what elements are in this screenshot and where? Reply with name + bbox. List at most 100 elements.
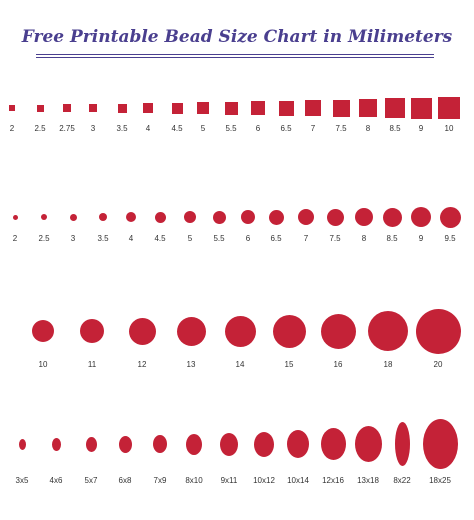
- title-underline-line: [36, 57, 434, 58]
- bead-size-label: 2: [9, 124, 15, 133]
- oval-bead: [287, 430, 309, 458]
- oval-bead: [153, 435, 167, 453]
- square-bead: [385, 98, 405, 118]
- square-bead: [197, 102, 209, 114]
- bead-size-label: 3.5: [116, 124, 128, 133]
- oval-bead: [220, 432, 238, 456]
- round-bead: [355, 208, 373, 226]
- bead-size-label: 15: [284, 360, 294, 369]
- round-bead: [69, 213, 77, 221]
- round-bead: [212, 210, 226, 224]
- bead-size-label: 10: [444, 124, 454, 133]
- bead-size-label: 3.5: [97, 234, 109, 243]
- round-bead: [184, 211, 196, 223]
- oval-bead: [18, 438, 26, 450]
- bead-size-label: 8.5: [386, 234, 398, 243]
- bead-size-label: 18: [383, 360, 393, 369]
- round-bead: [268, 209, 284, 225]
- bead-size-label: 8: [365, 124, 371, 133]
- round-bead: [41, 214, 47, 220]
- square-bead: [332, 99, 350, 117]
- bead-size-label: 2.5: [38, 234, 50, 243]
- bead-size-label: 12: [137, 360, 147, 369]
- bead-size-label: 5: [187, 234, 193, 243]
- round-bead: [411, 207, 431, 227]
- chart-title: Free Printable Bead Size Chart in Milime…: [21, 27, 453, 47]
- bead-size-label: 7.5: [329, 234, 341, 243]
- bead-size-label: 14: [235, 360, 245, 369]
- round-bead: [176, 316, 206, 346]
- bead-size-label: 4: [145, 124, 151, 133]
- bead-size-label: 8: [361, 234, 367, 243]
- title-underline-line: [36, 54, 434, 55]
- round-bead: [32, 320, 54, 342]
- square-bead: [171, 102, 183, 114]
- bead-size-label: 13x18: [357, 476, 379, 485]
- bead-size-label: 4: [128, 234, 134, 243]
- bead-size-label: 9: [418, 124, 424, 133]
- bead-size-label: 6.5: [270, 234, 282, 243]
- square-bead: [36, 104, 44, 112]
- bead-size-label: 7x9: [153, 476, 167, 485]
- square-bead: [251, 101, 265, 115]
- bead-size-label: 3: [70, 234, 76, 243]
- round-bead: [80, 319, 104, 343]
- bead-size-label: 10: [38, 360, 48, 369]
- oval-bead: [51, 437, 61, 451]
- bead-size-label: 6.5: [280, 124, 292, 133]
- square-bead: [9, 105, 15, 111]
- oval-bead: [394, 422, 410, 466]
- bead-size-label: 10x12: [253, 476, 275, 485]
- bead-size-label: 6x8: [118, 476, 132, 485]
- bead-size-label: 2.5: [34, 124, 46, 133]
- bead-size-label: 3: [90, 124, 96, 133]
- bead-size-label: 11: [87, 360, 97, 369]
- round-bead: [99, 213, 107, 221]
- oval-bead: [85, 436, 97, 452]
- title-underline: [36, 54, 434, 58]
- square-bead: [438, 97, 460, 119]
- oval-bead: [118, 435, 132, 453]
- bead-size-label: 9: [418, 234, 424, 243]
- square-bead: [278, 100, 294, 116]
- bead-size-label: 2.75: [59, 124, 75, 133]
- bead-size-label: 7: [310, 124, 316, 133]
- round-bead: [439, 206, 461, 228]
- round-bead: [241, 210, 255, 224]
- bead-size-label: 5.5: [213, 234, 225, 243]
- bead-size-label: 18x25: [429, 476, 451, 485]
- round-bead: [320, 313, 356, 349]
- bead-size-label: 4x6: [49, 476, 63, 485]
- bead-size-label: 8x22: [393, 476, 411, 485]
- round-bead: [415, 308, 461, 354]
- oval-bead: [254, 431, 274, 457]
- bead-size-label: 3x5: [15, 476, 29, 485]
- square-bead: [117, 103, 127, 113]
- bead-size-label: 4.5: [154, 234, 166, 243]
- square-bead: [224, 101, 238, 115]
- round-bead: [12, 214, 18, 220]
- bead-size-label: 7: [303, 234, 309, 243]
- square-bead: [143, 103, 153, 113]
- round-bead: [154, 211, 166, 223]
- bead-size-label: 8.5: [389, 124, 401, 133]
- round-bead: [326, 208, 344, 226]
- oval-bead: [320, 428, 346, 460]
- oval-bead: [354, 426, 382, 462]
- round-bead: [382, 207, 402, 227]
- square-bead: [63, 104, 71, 112]
- oval-bead: [186, 433, 202, 455]
- square-bead: [305, 100, 321, 116]
- bead-size-label: 16: [333, 360, 343, 369]
- bead-size-label: 2: [12, 234, 18, 243]
- round-bead: [224, 315, 256, 347]
- round-bead: [298, 209, 314, 225]
- round-bead: [128, 317, 156, 345]
- bead-size-label: 10x14: [287, 476, 309, 485]
- bead-size-label: 9.5: [444, 234, 456, 243]
- bead-size-label: 5: [200, 124, 206, 133]
- oval-bead: [422, 419, 458, 469]
- round-bead: [126, 212, 136, 222]
- bead-size-label: 6: [255, 124, 261, 133]
